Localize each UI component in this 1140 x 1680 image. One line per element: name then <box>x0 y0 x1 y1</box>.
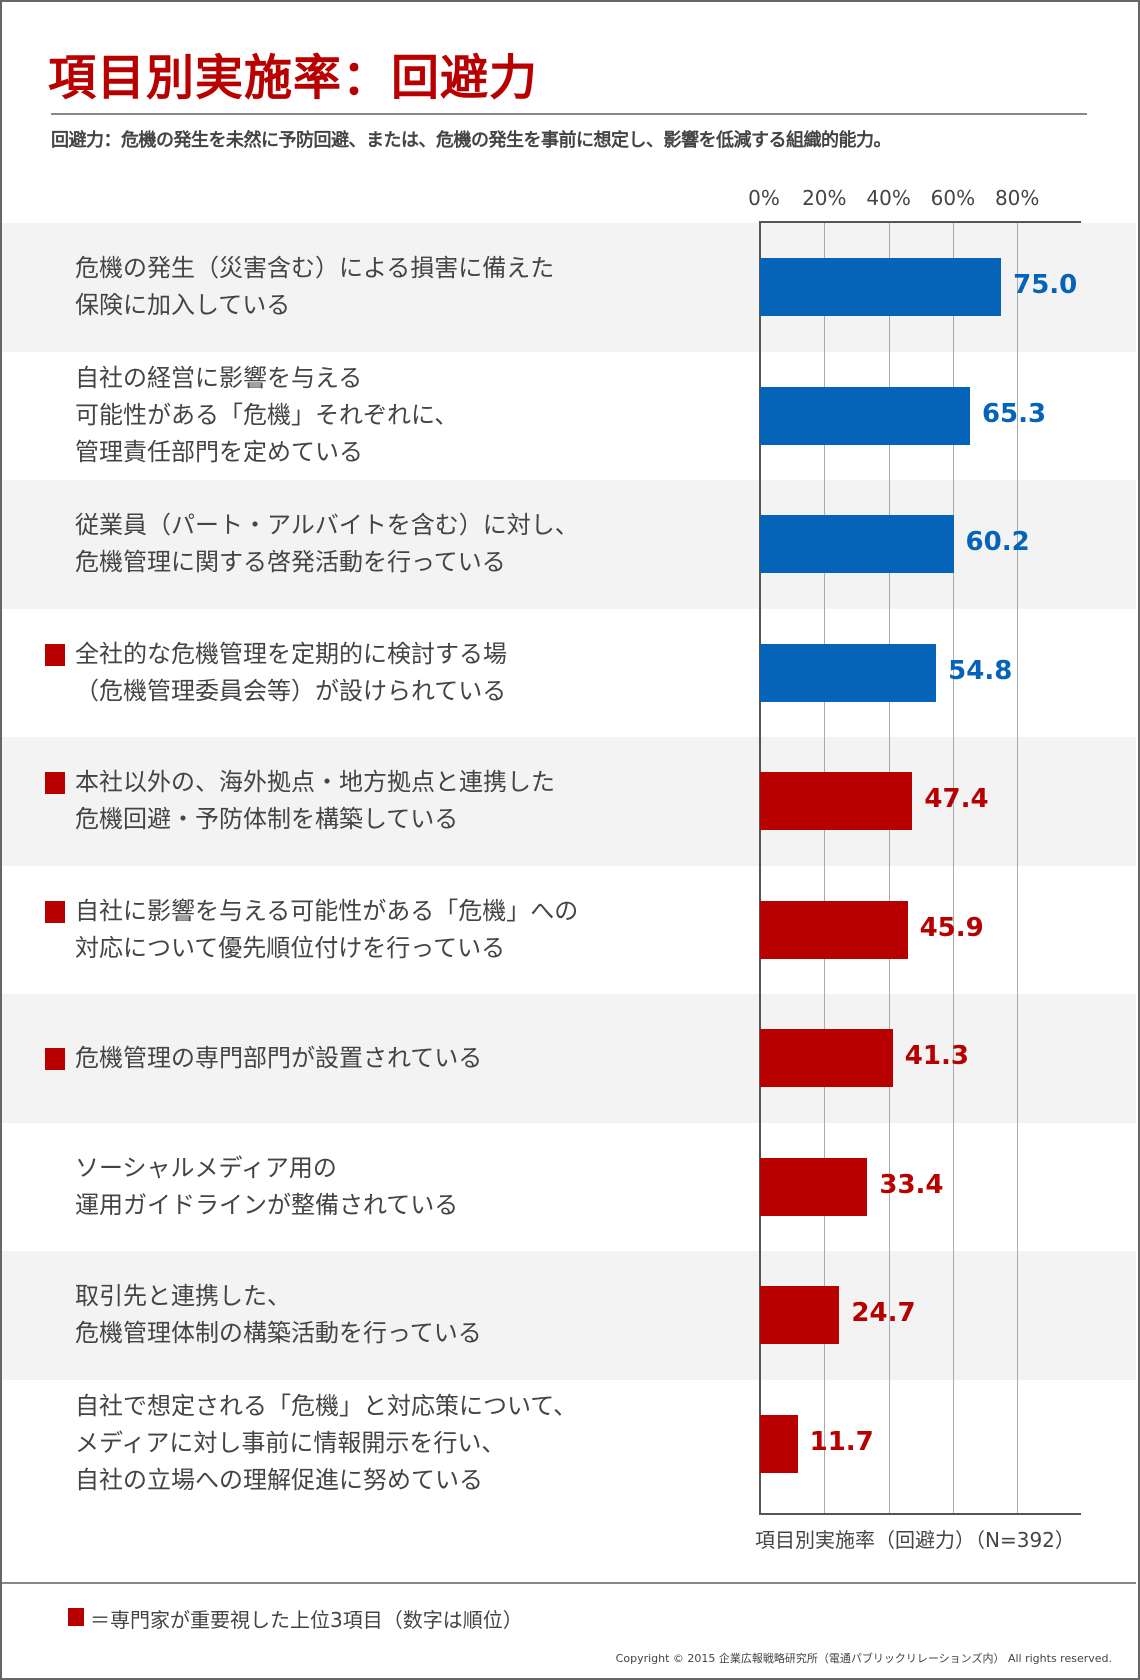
chart-row: 自社の経営に影響を与える可能性がある「危機」それぞれに、 管理責任部門を定めている <box>2 352 1136 481</box>
item-label-line: 管理責任部門を定めている <box>75 438 363 467</box>
legend-text: ＝専門家が重要視した上位3項目（数字は順位） <box>90 1608 523 1632</box>
item-label: 危機の発生（災害含む）による損害に備えた 保険に加入している <box>75 250 554 324</box>
item-label-line: （危機管理委員会等）が設けられている <box>75 676 507 705</box>
value-label: 33.4 <box>879 1169 944 1200</box>
item-label-line: 自社の立場への理解促進に努めている <box>75 1466 483 1495</box>
value-label: 47.4 <box>924 784 989 815</box>
bar <box>760 1286 840 1345</box>
footer-divider <box>2 1582 1136 1584</box>
item-label-line: 危機管理の専門部門が設置されている <box>75 1043 483 1072</box>
bar <box>760 515 954 574</box>
chart-row: 本社以外の、海外拠点・地方拠点と連携した 危機回避・予防体制を構築している <box>2 737 1136 866</box>
x-tick-label: 60% <box>930 186 976 210</box>
item-label: 全社的な危機管理を定期的に検討する場 （危機管理委員会等）が設けられている <box>75 636 507 710</box>
item-label-line: 取引先と連携した、 <box>75 1282 291 1311</box>
item-label-line: 全社的な危機管理を定期的に検討する場 <box>75 639 507 668</box>
item-label-line: 自社に影響を与える可能性がある「危機」への <box>75 896 579 925</box>
chart-row: ソーシャルメディア用の運用ガイドラインが整備されている <box>2 1123 1136 1252</box>
definition-text: 回避力：危機の発生を未然に予防回避、または、危機の発生を事前に想定し、影響を低減… <box>51 130 892 151</box>
item-label-line: 本社以外の、海外拠点・地方拠点と連携した <box>75 768 555 797</box>
item-label-line: 運用ガイドラインが整備されている <box>75 1190 459 1219</box>
item-label-line: 保険に加入している <box>75 291 291 320</box>
title-divider <box>51 113 1087 115</box>
page-title: 項目別実施率：回避力 <box>48 50 539 106</box>
chart-row: 全社的な危機管理を定期的に検討する場 （危機管理委員会等）が設けられている <box>2 609 1136 738</box>
value-label: 65.3 <box>981 398 1047 429</box>
item-label: 危機管理の専門部門が設置されている <box>75 1040 482 1077</box>
copyright: Copyright © 2015 企業広報戦略研究所（電通パブリックリレーション… <box>615 1652 1112 1665</box>
axis-bottom-line <box>759 1513 1081 1515</box>
x-tick-label: 0% <box>748 186 780 210</box>
value-label: 75.0 <box>1013 270 1078 301</box>
item-label-line: 危機管理に関する啓発活動を行っている <box>75 548 506 577</box>
item-label-line: 危機管理体制の構築活動を行っている <box>75 1319 482 1348</box>
item-label: 本社以外の、海外拠点・地方拠点と連携した 危機回避・予防体制を構築している <box>75 764 555 838</box>
x-tick-label: 20% <box>802 186 847 210</box>
axis-top-line <box>759 221 1081 223</box>
chart-row: 取引先と連携した、危機管理体制の構築活動を行っている <box>2 1251 1136 1380</box>
value-label: 60.2 <box>965 527 1030 558</box>
gridline <box>824 222 826 1514</box>
y-axis-line <box>759 222 761 1515</box>
item-label-line: 従業員（パート・アルバイトを含む）に対し、 <box>75 511 579 540</box>
x-axis-label: 項目別実施率（回避力）（N=392） <box>755 1528 1075 1552</box>
item-label-line: 可能性がある「危機」それぞれに、 <box>75 401 459 430</box>
item-label: 自社の経営に影響を与える可能性がある「危機」それぞれに、 管理責任部門を定めている <box>75 360 458 471</box>
item-label: 自社に影響を与える可能性がある「危機」への 対応について優先順位付けを行っている <box>75 893 578 967</box>
x-tick-label: 80% <box>994 186 1040 210</box>
gridline <box>888 222 890 1514</box>
expert-top3-marker <box>45 1047 65 1070</box>
legend-marker <box>68 1608 84 1626</box>
item-label-line: 危機の発生（災害含む）による損害に備えた <box>75 254 555 283</box>
value-label: 11.7 <box>809 1426 874 1457</box>
item-label: ソーシャルメディア用の運用ガイドラインが整備されている <box>75 1150 458 1224</box>
bar <box>760 258 1002 317</box>
value-label: 45.9 <box>919 912 984 943</box>
item-label: 自社で想定される「危機」と対応策について、 メディアに対し事前に情報開示を行い、自… <box>75 1388 577 1499</box>
bar <box>760 1029 893 1088</box>
bar <box>760 643 937 702</box>
bar <box>760 900 908 959</box>
value-label: 41.3 <box>904 1041 969 1072</box>
item-label-line: メディアに対し事前に情報開示を行い、 <box>75 1429 506 1458</box>
item-label-line: 危機回避・予防体制を構築している <box>75 805 459 834</box>
item-label-line: ソーシャルメディア用の <box>75 1153 337 1182</box>
expert-top3-marker <box>45 772 65 795</box>
expert-top3-marker <box>45 643 65 666</box>
bar <box>760 386 970 445</box>
item-label: 従業員（パート・アルバイトを含む）に対し、 危機管理に関する啓発活動を行っている <box>75 507 579 581</box>
chart-row: 危機管理の専門部門が設置されている <box>2 994 1136 1123</box>
expert-top3-marker <box>45 900 65 923</box>
gridline <box>952 222 954 1514</box>
chart-row: 自社に影響を与える可能性がある「危機」への 対応について優先順位付けを行っている <box>2 866 1136 995</box>
item-label-line: 自社の経営に影響を与える <box>75 364 363 393</box>
value-label: 54.8 <box>948 655 1013 686</box>
x-tick-label: 40% <box>866 186 911 210</box>
bar <box>760 1414 798 1473</box>
chart-row: 自社で想定される「危機」と対応策について、 メディアに対し事前に情報開示を行い、自… <box>2 1380 1136 1509</box>
gridline <box>1017 222 1019 1514</box>
bar <box>760 1157 868 1216</box>
bar <box>760 772 913 831</box>
item-label-line: 対応について優先順位付けを行っている <box>75 933 506 962</box>
item-label: 取引先と連携した、危機管理体制の構築活動を行っている <box>75 1278 482 1352</box>
item-label-line: 自社で想定される「危機」と対応策について、 <box>75 1392 578 1421</box>
value-label: 24.7 <box>851 1298 916 1329</box>
